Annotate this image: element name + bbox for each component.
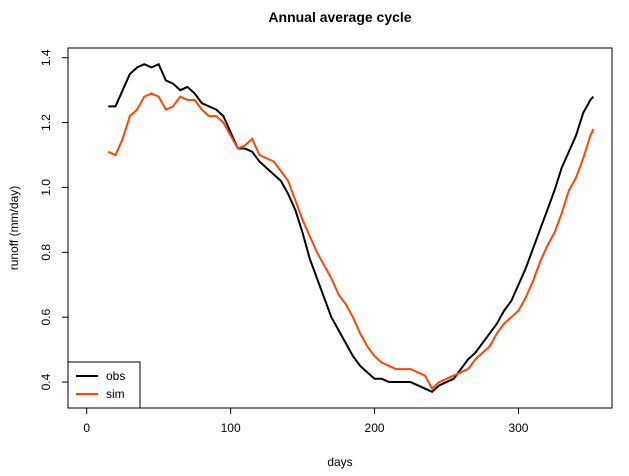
x-tick-label: 300 — [508, 421, 528, 435]
x-axis-label: days — [327, 455, 352, 469]
x-tick-label: 0 — [83, 421, 90, 435]
legend-label: obs — [106, 369, 125, 383]
chart-title: Annual average cycle — [268, 9, 411, 25]
series-line — [108, 62, 595, 393]
y-tick-label: 0.4 — [39, 373, 53, 390]
x-tick-label: 200 — [365, 421, 385, 435]
x-tick-label: 100 — [221, 421, 241, 435]
legend-box — [67, 361, 141, 409]
y-tick-label: 0.6 — [39, 309, 53, 326]
y-axis-label: runoff (mm/day) — [7, 186, 21, 270]
y-tick-label: 1.2 — [39, 114, 53, 131]
y-tick-label: 0.8 — [39, 244, 53, 261]
series-line — [107, 92, 595, 391]
plot-frame — [67, 47, 613, 409]
legend-label: sim — [106, 387, 125, 401]
y-tick-label: 1.4 — [39, 49, 53, 66]
y-tick-label: 1.0 — [39, 179, 53, 196]
